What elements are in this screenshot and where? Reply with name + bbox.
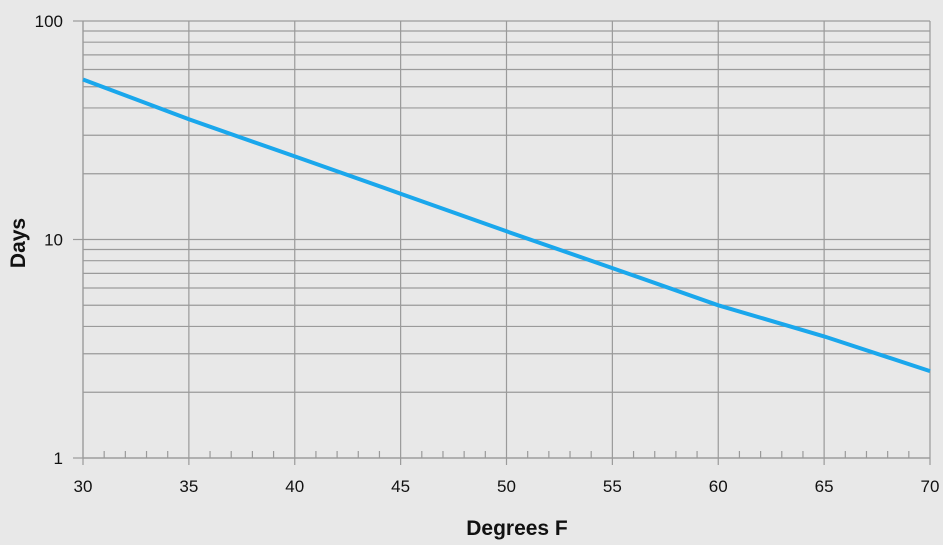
x-tick-label: 50 xyxy=(497,477,516,496)
x-tick-label: 55 xyxy=(603,477,622,496)
y-tick-label: 10 xyxy=(44,231,63,250)
x-tick-label: 65 xyxy=(815,477,834,496)
y-axis-title: Days xyxy=(7,218,30,268)
tick-labels: 30 35 40 45 50 55 60 65 70 1 10 100 xyxy=(35,12,940,496)
x-tick-label: 60 xyxy=(709,477,728,496)
series xyxy=(82,77,931,374)
x-tick-label: 35 xyxy=(179,477,198,496)
x-tick-label: 30 xyxy=(74,477,93,496)
series-line xyxy=(82,77,931,374)
x-axis-title: Degrees F xyxy=(466,517,568,540)
gridlines xyxy=(82,20,931,459)
x-tick-label: 40 xyxy=(285,477,304,496)
x-tick-label: 70 xyxy=(921,477,940,496)
y-tick-label: 100 xyxy=(35,12,63,31)
x-tick-label: 45 xyxy=(391,477,410,496)
ticks xyxy=(73,20,931,465)
y-tick-label: 1 xyxy=(54,449,63,468)
